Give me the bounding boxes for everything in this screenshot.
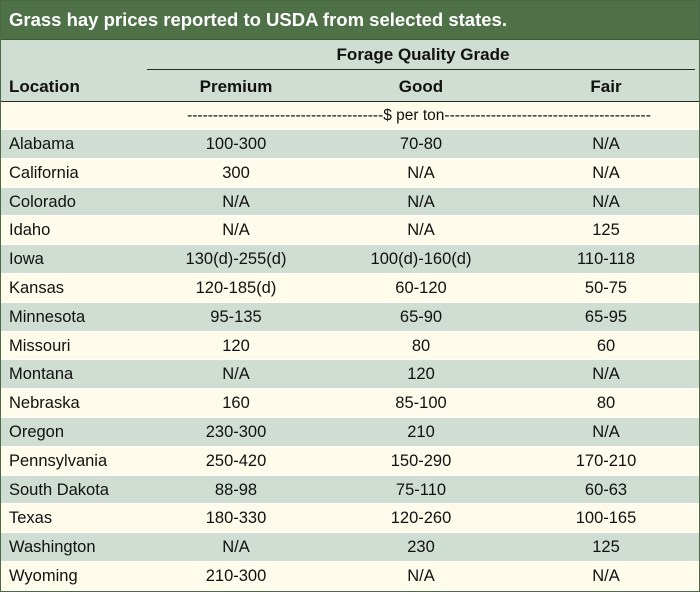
- premium-cell: N/A: [222, 538, 250, 557]
- good-cell: 120-260: [390, 509, 452, 528]
- column-header-location: Location: [9, 77, 80, 96]
- fair-cell: N/A: [592, 163, 620, 182]
- location-cell: Texas: [9, 509, 53, 528]
- good-cell: 230: [407, 538, 435, 557]
- premium-cell: 95-135: [210, 307, 262, 326]
- fair-cell: 170-210: [575, 451, 637, 470]
- premium-cell: 250-420: [205, 451, 267, 470]
- table-row: Washington N/A 230 125: [1, 532, 699, 561]
- group-header-rule: [147, 69, 695, 70]
- premium-cell: 88-98: [214, 480, 258, 499]
- premium-cell: 180-330: [205, 509, 267, 528]
- fair-cell: 50-75: [584, 278, 628, 297]
- location-cell: Nebraska: [9, 394, 80, 413]
- units-label: --------------------------------------$ …: [187, 107, 651, 124]
- premium-cell: 100-300: [205, 135, 267, 153]
- location-cell: Kansas: [9, 278, 65, 297]
- location-cell: Oregon: [9, 422, 65, 441]
- good-cell: N/A: [407, 163, 435, 182]
- table-header: Forage Quality Grade Location Premium Go…: [1, 40, 699, 102]
- fair-cell: N/A: [592, 422, 620, 441]
- table-row: Texas 180-330 120-260 100-165: [1, 503, 699, 533]
- good-cell: 70-80: [399, 135, 443, 153]
- premium-cell: N/A: [222, 365, 250, 384]
- location-cell: California: [9, 163, 79, 182]
- table-row: South Dakota 88-98 75-110 60-63: [1, 474, 699, 504]
- fair-cell: 80: [596, 394, 616, 413]
- good-cell: 210: [407, 422, 435, 441]
- location-cell: Washington: [9, 538, 96, 557]
- fair-cell: 65-95: [584, 307, 628, 326]
- table-row: Kansas 120-185(d) 60-120 50-75: [1, 272, 699, 302]
- premium-cell: 230-300: [205, 422, 267, 441]
- table-title: Grass hay prices reported to USDA from s…: [1, 1, 699, 40]
- location-cell: Colorado: [9, 192, 76, 211]
- good-cell: N/A: [407, 566, 435, 585]
- location-cell: Alabama: [9, 135, 75, 153]
- location-cell: Idaho: [9, 221, 51, 240]
- premium-cell: 210-300: [205, 566, 267, 585]
- premium-cell: 130(d)-255(d): [185, 250, 287, 269]
- fair-cell: 125: [592, 221, 620, 240]
- good-cell: 150-290: [390, 451, 452, 470]
- column-header-fair: Fair: [590, 77, 622, 96]
- location-cell: Missouri: [9, 336, 71, 355]
- fair-cell: 110-118: [576, 250, 636, 269]
- table-row: Idaho N/A N/A 125: [1, 215, 699, 245]
- table-row: Wyoming 210-300 N/A N/A: [1, 560, 699, 590]
- good-cell: 80: [411, 336, 431, 355]
- premium-cell: N/A: [222, 221, 250, 240]
- table-row: Minnesota 95-135 65-90 65-95: [1, 301, 699, 331]
- units-row: --------------------------------------$ …: [1, 102, 699, 129]
- table-row: Oregon 230-300 210 N/A: [1, 416, 699, 446]
- location-cell: Montana: [9, 365, 74, 384]
- premium-cell: 300: [222, 163, 250, 182]
- fair-cell: 60-63: [584, 480, 628, 499]
- premium-cell: 120: [222, 336, 250, 355]
- location-cell: Iowa: [9, 250, 44, 269]
- table-row: Missouri 120 80 60: [1, 330, 699, 360]
- column-header-good: Good: [398, 77, 444, 96]
- table-row: Pennsylvania 250-420 150-290 170-210: [1, 445, 699, 475]
- table-row: Colorado N/A N/A N/A: [1, 186, 699, 216]
- table-row: Alabama 100-300 70-80 N/A: [1, 129, 699, 158]
- column-header-premium: Premium: [199, 77, 273, 96]
- fair-cell: 125: [592, 538, 620, 557]
- good-cell: 75-110: [395, 480, 447, 499]
- premium-cell: 160: [222, 394, 250, 413]
- good-cell: N/A: [407, 192, 435, 211]
- fair-cell: N/A: [592, 365, 620, 384]
- fair-cell: 60: [596, 336, 616, 355]
- location-cell: Minnesota: [9, 307, 86, 326]
- location-cell: Pennsylvania: [9, 451, 108, 470]
- location-cell: South Dakota: [9, 480, 109, 499]
- good-cell: 65-90: [399, 307, 443, 326]
- group-header-label: Forage Quality Grade: [336, 45, 510, 64]
- good-cell: 60-120: [395, 278, 447, 297]
- good-cell: 100(d)-160(d): [370, 250, 472, 269]
- header-rule: [1, 101, 699, 102]
- fair-cell: N/A: [592, 135, 620, 153]
- premium-cell: N/A: [222, 192, 250, 211]
- good-cell: 120: [407, 365, 435, 384]
- table-row: Iowa 130(d)-255(d) 100(d)-160(d) 110-118: [1, 244, 699, 273]
- fair-cell: N/A: [592, 192, 620, 211]
- premium-cell: 120-185(d): [195, 278, 277, 297]
- good-cell: 85-100: [395, 394, 447, 413]
- location-cell: Wyoming: [9, 566, 78, 585]
- table-row: Montana N/A 120 N/A: [1, 359, 699, 389]
- fair-cell: 100-165: [575, 509, 637, 528]
- good-cell: N/A: [407, 221, 435, 240]
- table-row: Nebraska 160 85-100 80: [1, 388, 699, 417]
- fair-cell: N/A: [592, 566, 620, 585]
- table-body: Alabama 100-300 70-80 N/A California 300 N/A N/…: [1, 129, 699, 590]
- table-row: California 300 N/A N/A: [1, 157, 699, 187]
